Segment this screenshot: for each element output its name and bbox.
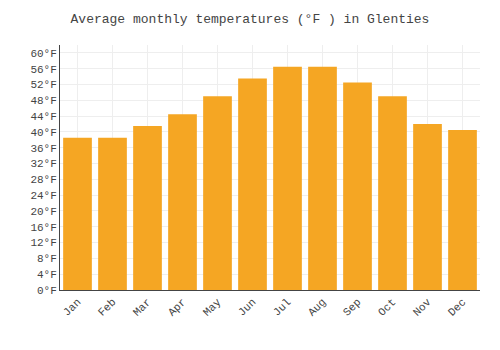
svg-text:Sep: Sep — [341, 296, 363, 318]
svg-text:8°F: 8°F — [37, 253, 57, 265]
svg-text:Dec: Dec — [446, 296, 468, 318]
svg-text:36°F: 36°F — [30, 143, 56, 155]
svg-text:16°F: 16°F — [30, 222, 56, 234]
svg-text:Jul: Jul — [271, 296, 293, 318]
svg-text:Nov: Nov — [411, 296, 434, 319]
svg-text:0°F: 0°F — [37, 285, 57, 297]
svg-text:56°F: 56°F — [30, 64, 56, 76]
svg-text:44°F: 44°F — [30, 111, 56, 123]
svg-text:May: May — [201, 296, 224, 319]
svg-text:40°F: 40°F — [30, 127, 56, 139]
svg-text:12°F: 12°F — [30, 237, 56, 249]
svg-text:Apr: Apr — [166, 296, 188, 318]
svg-text:Mar: Mar — [131, 296, 153, 318]
svg-text:Oct: Oct — [376, 296, 398, 318]
svg-text:24°F: 24°F — [30, 190, 56, 202]
svg-text:32°F: 32°F — [30, 158, 56, 170]
svg-text:Aug: Aug — [306, 296, 328, 318]
svg-text:52°F: 52°F — [30, 79, 56, 91]
svg-text:Jan: Jan — [61, 296, 83, 318]
svg-text:4°F: 4°F — [37, 269, 57, 281]
svg-text:20°F: 20°F — [30, 206, 56, 218]
svg-text:Feb: Feb — [96, 296, 118, 318]
svg-text:60°F: 60°F — [30, 48, 56, 60]
svg-text:48°F: 48°F — [30, 95, 56, 107]
svg-text:28°F: 28°F — [30, 174, 56, 186]
svg-text:Average monthly temperatures (: Average monthly temperatures (°F ) in Gl… — [71, 12, 430, 27]
svg-text:Jun: Jun — [236, 296, 258, 318]
